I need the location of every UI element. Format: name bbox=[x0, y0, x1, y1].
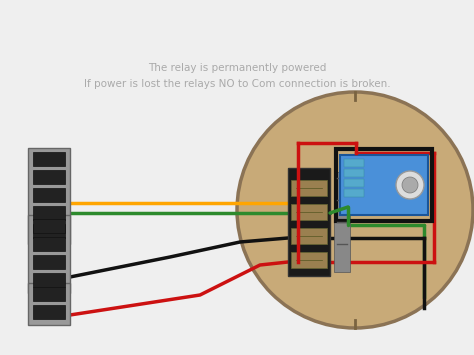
Circle shape bbox=[402, 177, 418, 193]
Bar bbox=[33, 170, 65, 184]
Circle shape bbox=[396, 171, 424, 199]
Bar bbox=[344, 179, 364, 187]
Bar bbox=[28, 148, 70, 244]
Text: The relay is permanently powered: The relay is permanently powered bbox=[148, 63, 326, 73]
Bar bbox=[291, 204, 327, 220]
Bar bbox=[28, 283, 70, 325]
Bar bbox=[291, 252, 327, 268]
Bar bbox=[340, 155, 428, 215]
Bar bbox=[336, 149, 432, 221]
Bar bbox=[33, 224, 65, 238]
Bar bbox=[288, 168, 330, 276]
Bar bbox=[33, 287, 65, 301]
Bar bbox=[33, 152, 65, 166]
Circle shape bbox=[237, 92, 473, 328]
Bar bbox=[344, 159, 364, 167]
Bar bbox=[334, 172, 350, 272]
Bar bbox=[33, 188, 65, 202]
Bar bbox=[33, 237, 65, 251]
Bar bbox=[33, 255, 65, 269]
Bar bbox=[33, 219, 65, 233]
Bar bbox=[33, 273, 65, 287]
Bar bbox=[33, 305, 65, 319]
Bar bbox=[344, 169, 364, 177]
Bar bbox=[28, 215, 70, 293]
Bar bbox=[291, 228, 327, 244]
Bar bbox=[291, 180, 327, 196]
Text: If power is lost the relays NO to Com connection is broken.: If power is lost the relays NO to Com co… bbox=[84, 79, 390, 89]
Bar bbox=[344, 189, 364, 197]
Bar bbox=[33, 206, 65, 220]
